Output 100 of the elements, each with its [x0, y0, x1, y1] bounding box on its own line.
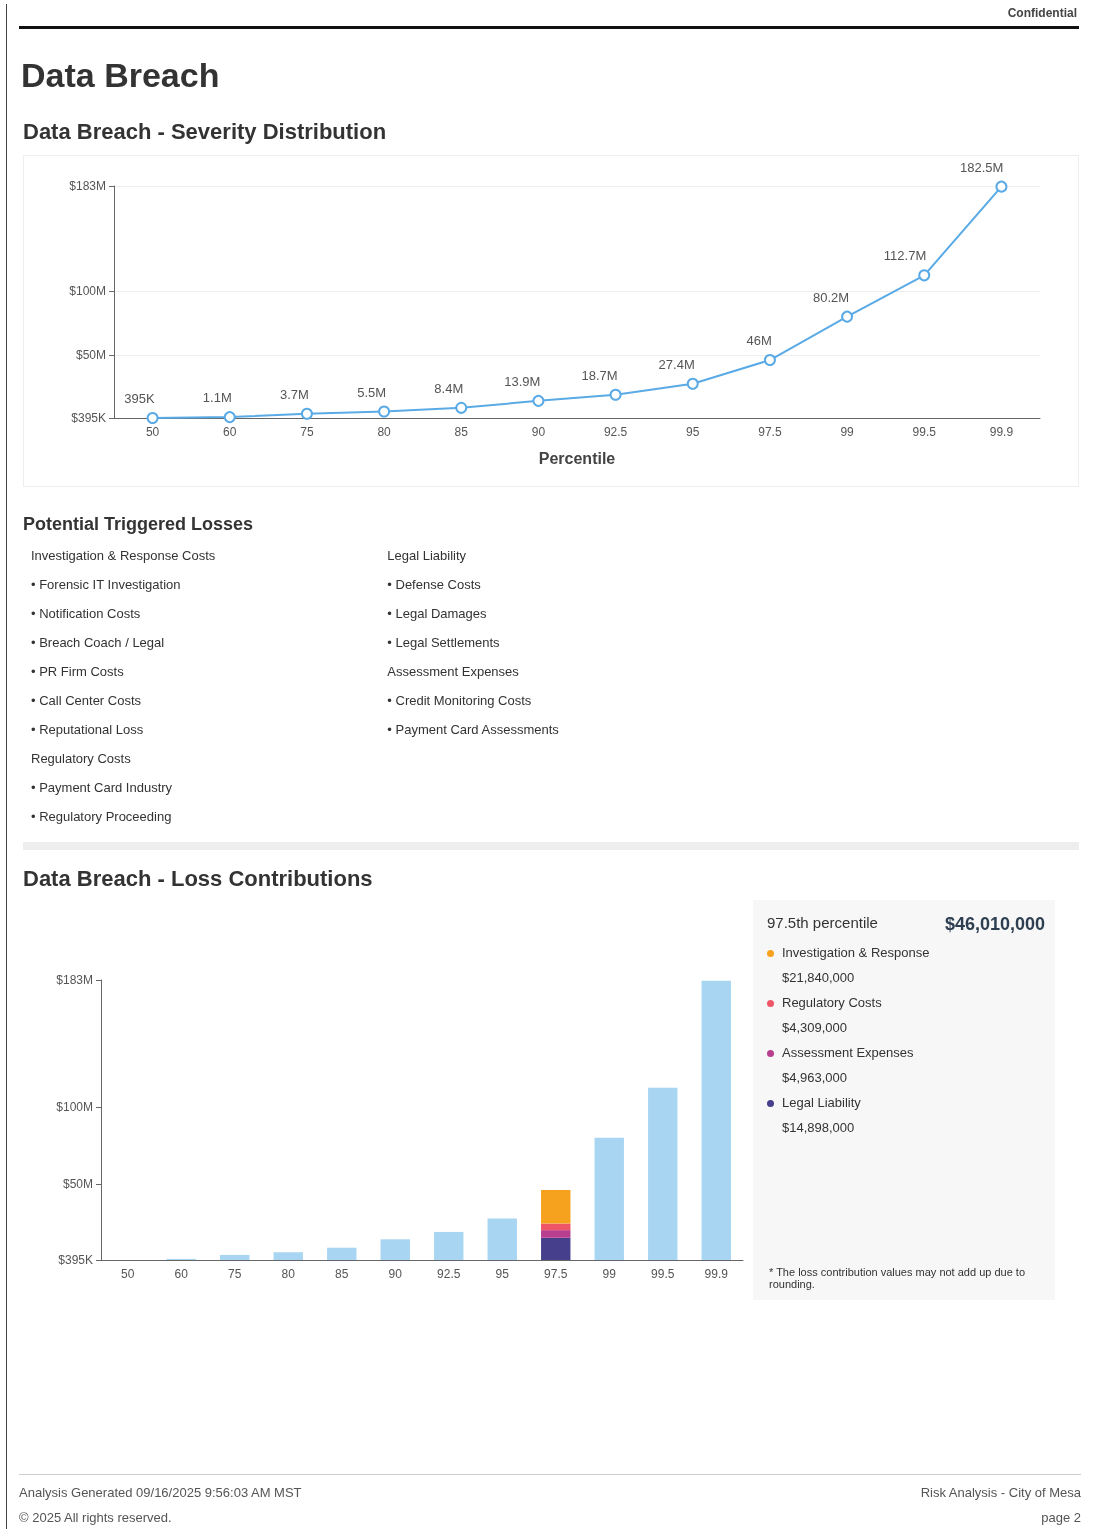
legend-label: Regulatory Costs: [781, 995, 883, 1010]
y-tick-label: $183M: [56, 973, 93, 987]
y-tick-label: $395K: [71, 411, 106, 425]
point: [378, 405, 391, 418]
data-label: 1.1M: [202, 390, 232, 406]
text: • Defense Costs: [386, 576, 482, 594]
text: * The loss contribution values may not add up due to rounding.: [769, 1266, 1026, 1290]
point: [841, 310, 854, 323]
text: $4,963,000: [782, 1070, 849, 1085]
point: [455, 401, 468, 414]
x-tick-label: 92.5: [437, 1267, 461, 1281]
x-tick-label: 97.5: [758, 425, 782, 439]
data-label: 27.4M: [658, 356, 695, 372]
text: • Legal Settlements: [386, 634, 501, 652]
text: © 2025 All rights reserved.: [19, 1510, 173, 1525]
data-label: 5.5M: [357, 384, 387, 400]
text: $14,898,000: [782, 1120, 856, 1135]
x-tick-label: 90: [531, 425, 546, 439]
text: Risk Analysis - City of Mesa: [920, 1485, 1081, 1500]
bar: [380, 1239, 410, 1260]
x-tick-label: 99: [602, 1267, 617, 1281]
text: 97.5th percentile: [767, 914, 878, 933]
text: $4,309,000: [782, 1020, 849, 1035]
text: Confidential: [1007, 6, 1077, 20]
x-tick-label: 90: [388, 1267, 403, 1281]
x-tick-label: 99: [840, 425, 855, 439]
x-tick-label: 75: [300, 425, 314, 439]
text: • Payment Card Industry: [30, 779, 174, 797]
legend-label: Assessment Expenses: [781, 1045, 915, 1060]
text: Investigation & Response Costs: [30, 547, 217, 565]
x-axis-title: Percentile: [538, 449, 616, 467]
chart-subtitle: Data Breach - Severity Distribution: [23, 119, 388, 145]
y-tick-label: $395K: [58, 1253, 93, 1267]
chart-title: Data Breach - Loss Contributions: [23, 866, 374, 892]
data-label: 18.7M: [581, 367, 618, 383]
point: [609, 388, 622, 401]
x-tick-label: 60: [223, 425, 237, 439]
text: • Forensic IT Investigation: [30, 576, 182, 594]
text: Regulatory Costs: [30, 750, 132, 768]
point: [223, 411, 236, 424]
bar: [273, 1252, 303, 1260]
data-label: 8.4M: [434, 380, 464, 396]
bar: [434, 1231, 464, 1260]
text: $21,840,000: [782, 970, 856, 985]
bar: [648, 1087, 678, 1260]
x-tick-label: 50: [145, 425, 160, 439]
text: $46,010,000: [944, 914, 1045, 935]
y-tick-label: $100M: [69, 284, 106, 299]
data-label: 46M: [746, 333, 772, 349]
text: • Legal Damages: [386, 605, 488, 623]
point: [763, 354, 776, 367]
point: [300, 407, 313, 420]
text: Legal Liability: [386, 547, 468, 565]
x-tick-label: 97.5: [544, 1267, 568, 1281]
text: Potential Triggered Losses: [23, 514, 255, 535]
data-label: 3.7M: [280, 386, 309, 402]
text: • Reputational Loss: [30, 721, 145, 739]
bar: [487, 1218, 517, 1260]
x-tick-label: 99.5: [912, 425, 937, 439]
text: Assessment Expenses: [386, 663, 520, 681]
bar: [541, 1237, 571, 1260]
x-tick-label: 85: [454, 425, 469, 439]
text: Analysis Generated 09/16/2025 9:56:03 AM MST: [19, 1485, 302, 1500]
data-label: 395K: [124, 391, 155, 406]
legend-label: Investigation & Response: [781, 945, 931, 960]
x-tick-label: 99.5: [651, 1267, 675, 1281]
bar: [327, 1247, 357, 1260]
point: [918, 269, 931, 282]
data-label: 13.9M: [504, 373, 541, 389]
x-tick-label: 92.5: [603, 425, 628, 439]
y-tick-label: $50M: [75, 347, 106, 362]
y-tick-label: $50M: [62, 1176, 93, 1191]
text: • Notification Costs: [30, 605, 142, 623]
data-label: 112.7M: [883, 248, 927, 264]
x-tick-label: 95: [495, 1267, 510, 1281]
data-label: 80.2M: [812, 289, 850, 305]
x-tick-label: 80: [281, 1267, 296, 1281]
x-tick-label: 60: [174, 1267, 189, 1281]
bar: [541, 1223, 571, 1231]
bar: [220, 1254, 250, 1260]
text: page 2: [1040, 1510, 1081, 1525]
bar: [594, 1137, 624, 1260]
point: [146, 412, 159, 424]
text: • Breach Coach / Legal: [30, 634, 166, 652]
data-label: 182.5M: [960, 159, 1004, 175]
bar: [541, 1230, 571, 1238]
legend-label: Legal Liability: [781, 1095, 862, 1110]
x-tick-label: 99.9: [704, 1267, 729, 1281]
chart-title: Data Breach: [21, 56, 220, 95]
text: • Payment Card Assessments: [386, 721, 560, 739]
text: • Regulatory Proceeding: [30, 808, 173, 826]
text: • PR Firm Costs: [30, 663, 125, 681]
x-tick-label: 75: [228, 1267, 242, 1281]
x-tick-label: 85: [335, 1267, 349, 1281]
point: [995, 180, 1008, 193]
x-tick-label: 99.9: [989, 425, 1014, 439]
y-tick-label: $183M: [69, 179, 106, 193]
y-tick-label: $100M: [56, 1100, 93, 1115]
x-tick-label: 80: [377, 425, 392, 439]
point: [532, 394, 545, 407]
